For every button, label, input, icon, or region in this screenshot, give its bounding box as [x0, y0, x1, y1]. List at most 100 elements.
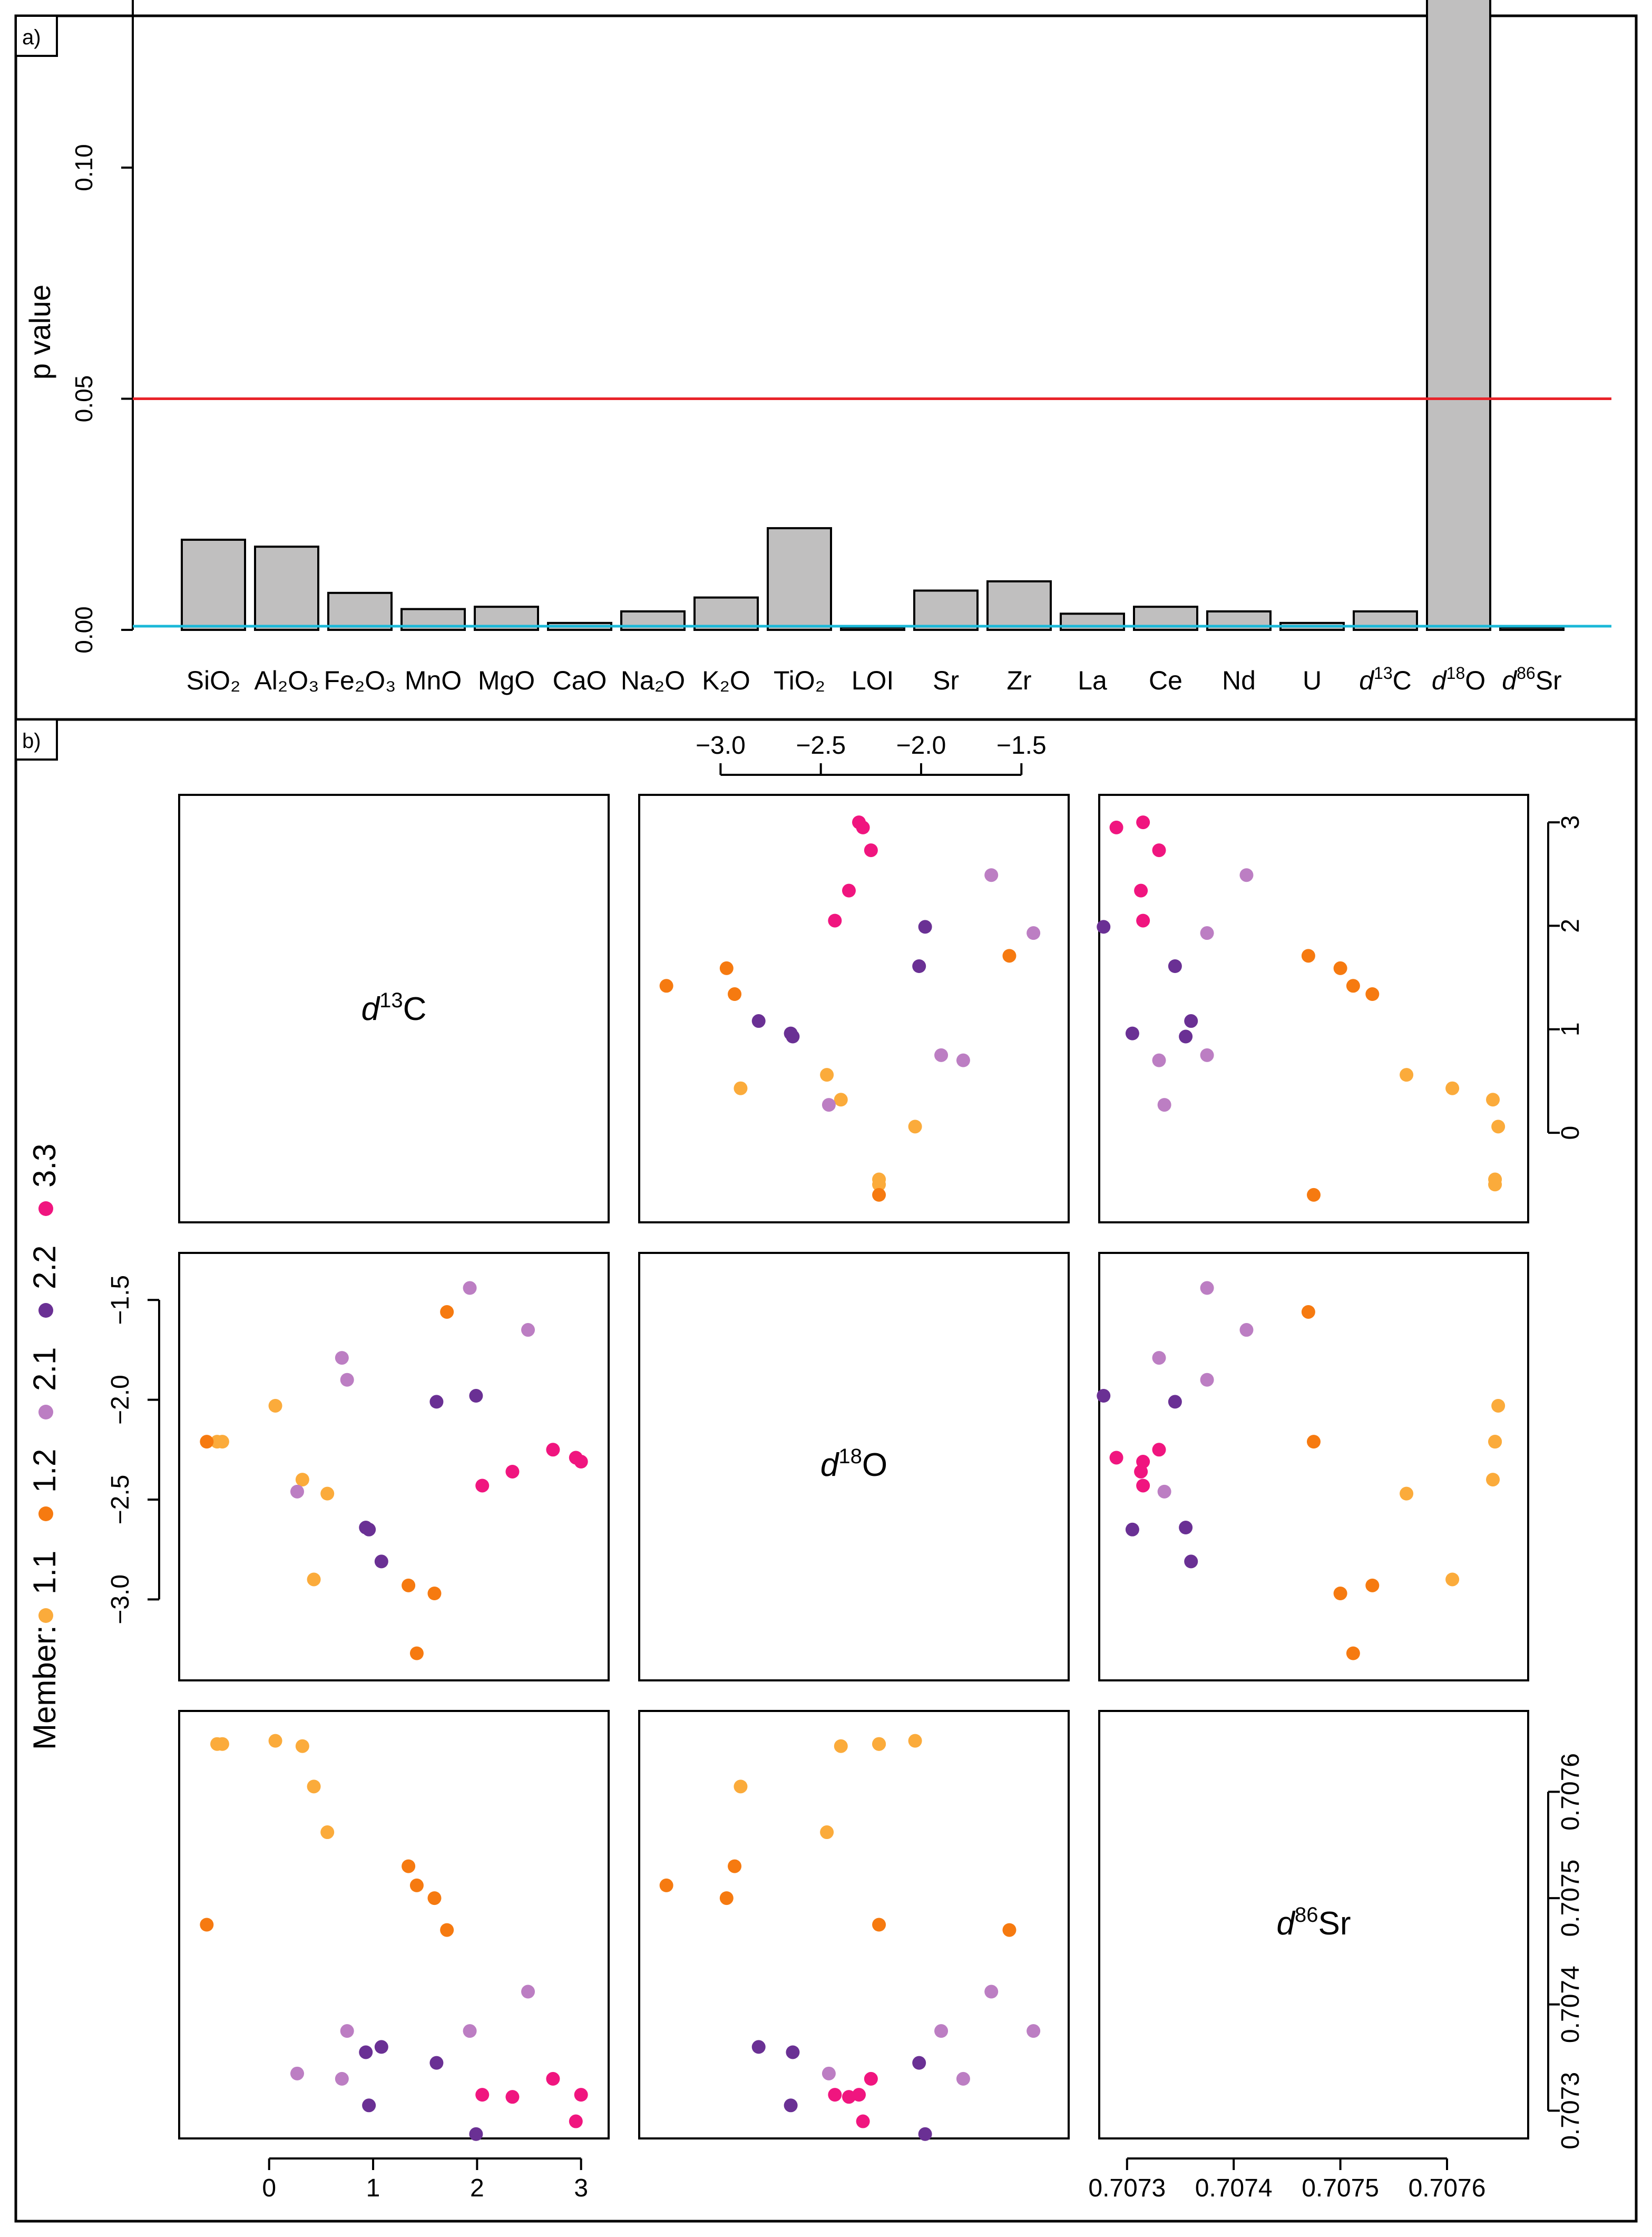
axis-tick-label: 0.7074: [1557, 1966, 1585, 2043]
scatter-point: [546, 1443, 560, 1457]
axis-tick-label: 2: [470, 2174, 484, 2202]
scatter-point: [362, 2098, 376, 2113]
legend-label: 1.2: [27, 1449, 62, 1493]
diagonal-label: d86Sr: [1277, 1903, 1351, 1942]
bar: [767, 527, 832, 631]
axis-tick-label: −2.5: [106, 1475, 134, 1525]
matrix-cell: [1098, 1710, 1529, 2139]
scatter-point: [1488, 1172, 1502, 1186]
scatter-point: [1307, 1435, 1321, 1449]
scatter-point: [856, 2114, 870, 2128]
scatter-point: [908, 1734, 922, 1748]
scatter-point: [320, 1825, 335, 1840]
scatter-point: [1239, 868, 1254, 882]
scatter-point: [728, 1859, 742, 1873]
scatter-point: [1152, 1351, 1166, 1365]
scatter-point: [719, 1891, 734, 1905]
scatter-point: [409, 1878, 424, 1892]
scatter-point: [268, 1398, 282, 1413]
x-tick-label: Zr: [1006, 666, 1031, 695]
scatter-point: [475, 2088, 490, 2102]
scatter-point: [1491, 1398, 1506, 1413]
scatter-point: [1200, 1281, 1214, 1295]
panel-b-label: b): [22, 730, 41, 753]
y-axis-label: p value: [23, 285, 56, 380]
scatter-point: [852, 2088, 866, 2102]
bar: [1426, 0, 1491, 631]
axis-tick-label: 1: [1557, 1022, 1585, 1036]
scatter-point: [1152, 1443, 1166, 1457]
scatter-point: [912, 959, 926, 973]
scatter-point: [1157, 1484, 1171, 1499]
scatter-point: [1488, 1435, 1502, 1449]
scatter-point: [956, 2071, 970, 2086]
scatter-point: [852, 815, 866, 830]
x-tick-label: K₂O: [702, 666, 750, 695]
scatter-point: [822, 1098, 836, 1112]
legend-label: 1.1: [27, 1551, 62, 1594]
scatter-point: [784, 2098, 798, 2113]
scatter-point: [1125, 1522, 1139, 1536]
scatter-point: [1184, 1554, 1198, 1569]
scatter-point: [828, 913, 842, 928]
diagonal-label: d13C: [361, 989, 427, 1027]
scatter-point: [1491, 1120, 1506, 1134]
scatter-point: [463, 2024, 477, 2038]
scatter-point: [1109, 820, 1123, 834]
scatter-point: [402, 1859, 416, 1873]
scatter-point: [335, 2071, 349, 2086]
matrix-cell: [1098, 1252, 1529, 1681]
scatter-point: [1125, 1026, 1139, 1040]
x-tick-label: Fe₂O₃: [324, 666, 396, 695]
axis-tick-label: 0.7076: [1557, 1753, 1585, 1831]
scatter-point: [872, 1172, 886, 1186]
y-tick-label: 0.10: [70, 144, 97, 191]
scatter-point: [786, 2045, 800, 2059]
y-tick-label: 0.00: [70, 606, 97, 654]
scatter-point: [429, 1395, 444, 1409]
scatter-point: [1346, 979, 1360, 993]
scatter-point: [934, 2024, 949, 2038]
scatter-point: [734, 1779, 748, 1794]
axis-tick-label: 0.7074: [1195, 2174, 1273, 2202]
scatter-point: [469, 2127, 483, 2141]
scatter-point: [440, 1923, 454, 1937]
bar: [1499, 626, 1565, 631]
scatter-point: [1486, 1093, 1500, 1107]
scatter-point: [1333, 1587, 1347, 1601]
scatter-point: [908, 1120, 922, 1134]
scatter-point: [427, 1891, 442, 1905]
legend-title: Member:: [27, 1625, 62, 1750]
y-tick-label: 0.05: [70, 375, 97, 423]
x-tick-label: Al₂O₃: [254, 666, 319, 695]
scatter-point: [320, 1486, 335, 1501]
scatter-point: [984, 868, 999, 882]
x-tick-label: Sr: [933, 666, 959, 695]
axis-tick-label: 0.7073: [1557, 2072, 1585, 2150]
scatter-point: [1200, 1048, 1214, 1062]
x-tick-label: LOI: [852, 666, 894, 695]
scatter-point: [335, 1351, 349, 1365]
scatter-point: [1152, 843, 1166, 858]
scatter-point: [574, 2088, 588, 2102]
scatter-point: [1365, 1578, 1380, 1592]
scatter-point: [1346, 1646, 1360, 1660]
bar: [181, 538, 246, 631]
panel-a-label: a): [22, 26, 41, 49]
legend: Member: 1.1 1.2 2.1 2.2 3.3: [27, 1144, 62, 1750]
x-tick-label: d13C: [1359, 664, 1412, 695]
bar: [913, 589, 979, 631]
axis-tick-label: −2.5: [796, 732, 846, 760]
x-tick-label: d86Sr: [1502, 664, 1561, 695]
legend-marker: [38, 1201, 53, 1216]
scatter-point: [402, 1578, 416, 1592]
scatter-point: [751, 1014, 766, 1028]
scatter-point: [1168, 959, 1182, 973]
scatter-point: [984, 1985, 999, 1999]
legend-marker: [38, 1608, 53, 1623]
x-tick-label: U: [1303, 666, 1322, 695]
axis-tick-label: −3.0: [696, 732, 746, 760]
axis-tick-label: −1.5: [106, 1275, 134, 1325]
axis-tick-label: 0.7073: [1088, 2174, 1166, 2202]
scatter-point: [1239, 1323, 1254, 1337]
